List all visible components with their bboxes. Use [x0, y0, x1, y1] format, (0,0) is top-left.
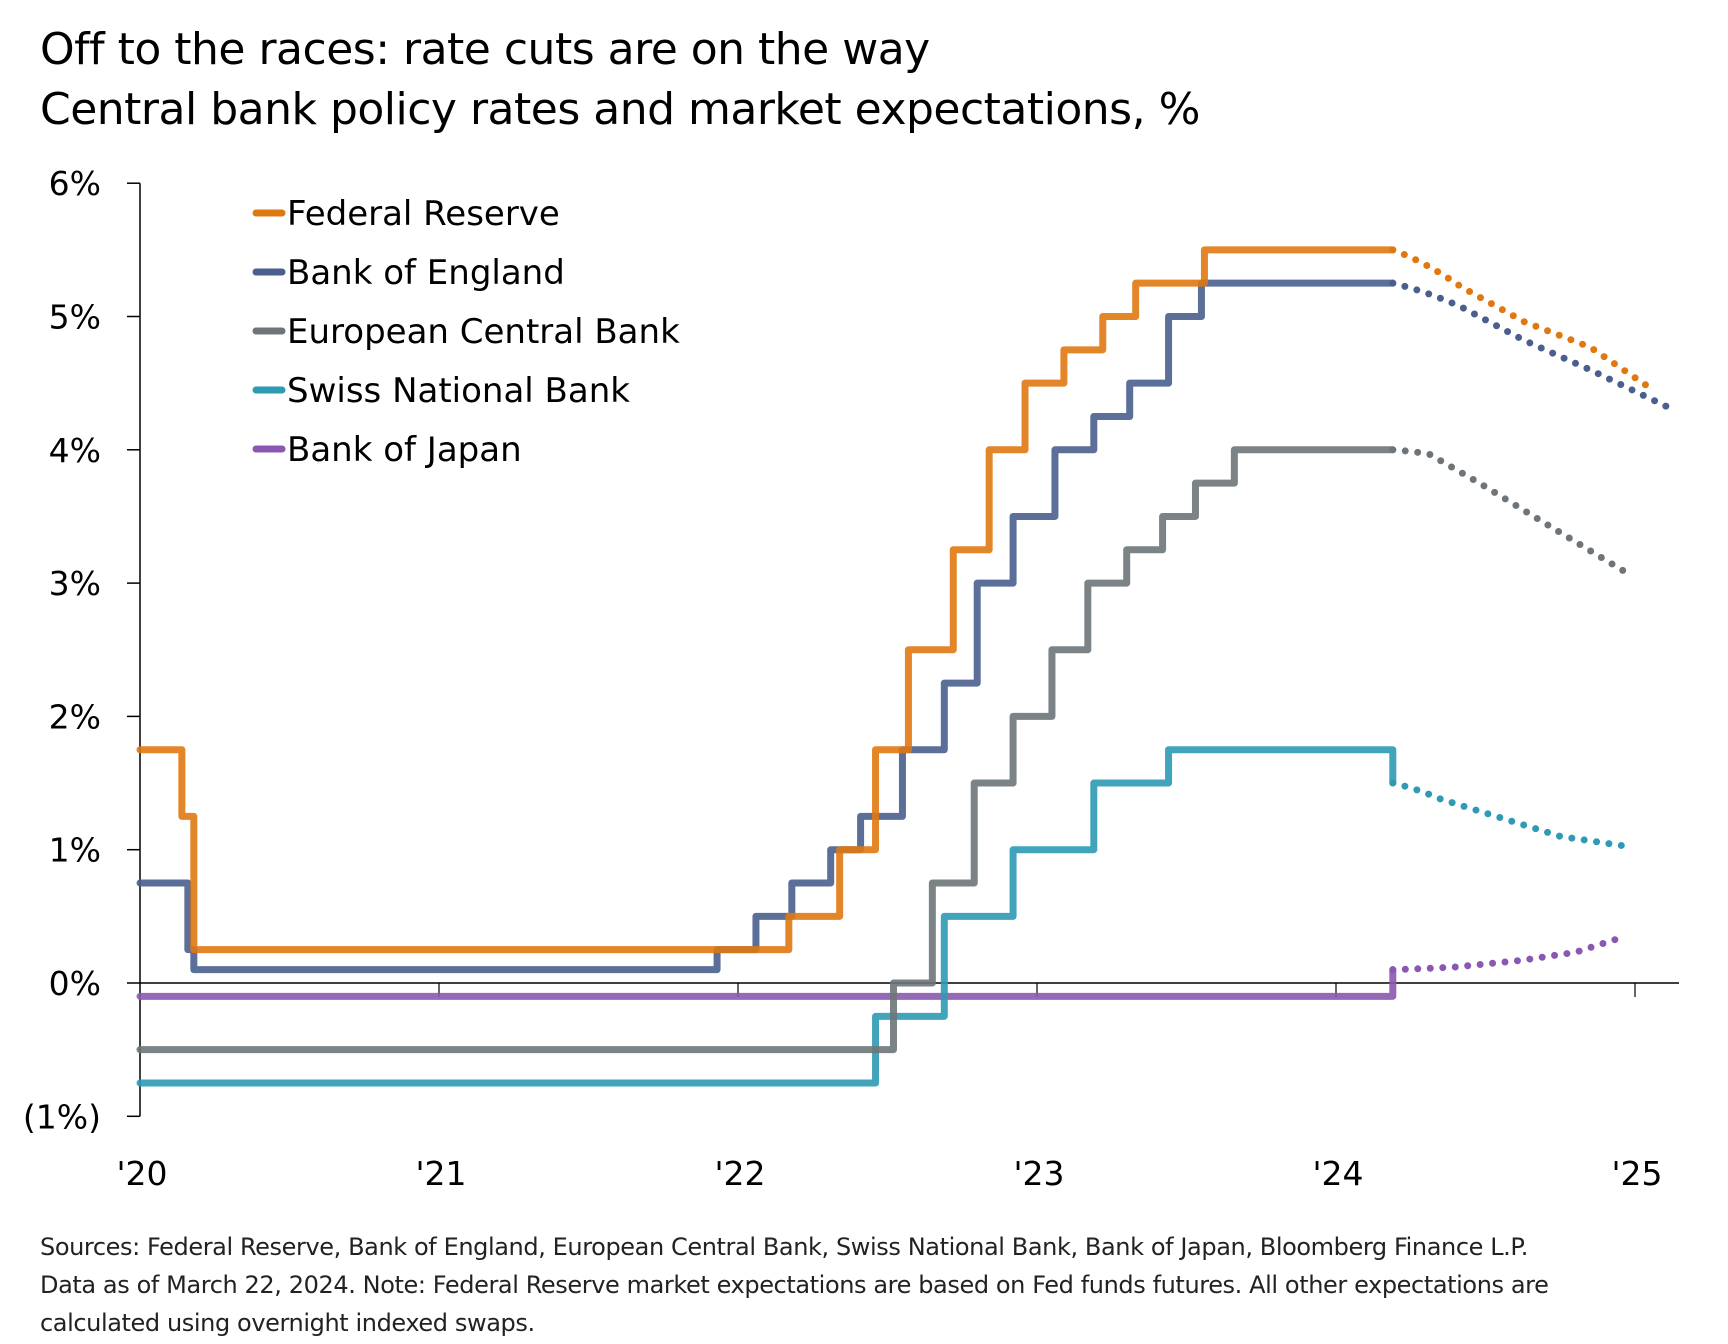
expectation-line-european-central-bank: [1389, 446, 1630, 576]
legend-item-bank-of-japan: Bank of Japan: [252, 430, 522, 470]
y-tick-label: (1%): [23, 1097, 101, 1136]
y-tick-label: 2%: [49, 697, 101, 736]
x-tick-label: '21: [415, 1154, 466, 1193]
rate-chart: (1%) 0% 1% 2% 3% 4% 5% 6% '20 '21 '22 '23 '24 '25 Fed…: [23, 164, 1679, 1193]
footnote: Sources: Federal Reserve, Bank of Englan…: [40, 1228, 1720, 1342]
footnote-note-cont: calculated using overnight indexed swaps…: [40, 1309, 535, 1337]
series-european-central-bank: [136, 446, 1630, 1054]
legend-label: European Central Bank: [287, 312, 680, 352]
actual-line-bank-of-japan: [136, 966, 1397, 1000]
x-tick-label: '25: [1611, 1154, 1662, 1193]
y-tick-label: 3%: [49, 564, 101, 603]
y-tick-label: 6%: [49, 164, 101, 203]
chart-subtitle: Central bank policy rates and market exp…: [40, 84, 1200, 135]
x-tick-label: '20: [116, 1154, 167, 1193]
series-bank-of-japan: [136, 935, 1621, 1000]
footnote-note: Data as of March 22, 2024. Note: Federal…: [40, 1271, 1549, 1299]
legend-item-federal-reserve: Federal Reserve: [252, 194, 560, 234]
actual-line-swiss-national-bank: [136, 746, 1397, 1087]
expectation-line-bank-of-japan: [1389, 935, 1621, 974]
y-tick-label: 4%: [49, 431, 101, 470]
legend-item-bank-of-england: Bank of England: [252, 253, 565, 293]
legend-label: Bank of Japan: [287, 430, 522, 470]
series-layer: [136, 246, 1672, 1087]
y-tick-label: 1%: [49, 831, 101, 870]
x-tick-label: '23: [1013, 1154, 1064, 1193]
legend-label: Federal Reserve: [287, 194, 560, 234]
actual-line-federal-reserve: [136, 246, 1397, 954]
legend-label: Bank of England: [287, 253, 565, 293]
axes: (1%) 0% 1% 2% 3% 4% 5% 6% '20 '21 '22 '23 '24 '25: [23, 164, 1679, 1193]
expectation-line-swiss-national-bank: [1389, 779, 1627, 850]
legend-item-swiss-national-bank: Swiss National Bank: [252, 371, 630, 411]
actual-line-european-central-bank: [136, 446, 1397, 1054]
footnote-sources: Sources: Federal Reserve, Bank of Englan…: [40, 1233, 1528, 1261]
actual-line-bank-of-england: [136, 279, 1397, 974]
x-tick-label: '22: [714, 1154, 765, 1193]
legend-item-european-central-bank: European Central Bank: [252, 312, 680, 352]
expectation-line-federal-reserve: [1389, 246, 1651, 390]
legend: Federal Reserve Bank of England European C…: [252, 194, 680, 470]
legend-label: Swiss National Bank: [287, 371, 630, 411]
y-tick-label: 0%: [49, 964, 101, 1003]
chart-title: Off to the races: rate cuts are on the w…: [40, 24, 930, 75]
expectation-line-bank-of-england: [1389, 279, 1672, 411]
series-swiss-national-bank: [136, 746, 1627, 1087]
x-tick-label: '24: [1312, 1154, 1363, 1193]
series-federal-reserve: [136, 246, 1651, 954]
y-tick-label: 5%: [49, 298, 101, 337]
series-bank-of-england: [136, 279, 1672, 974]
